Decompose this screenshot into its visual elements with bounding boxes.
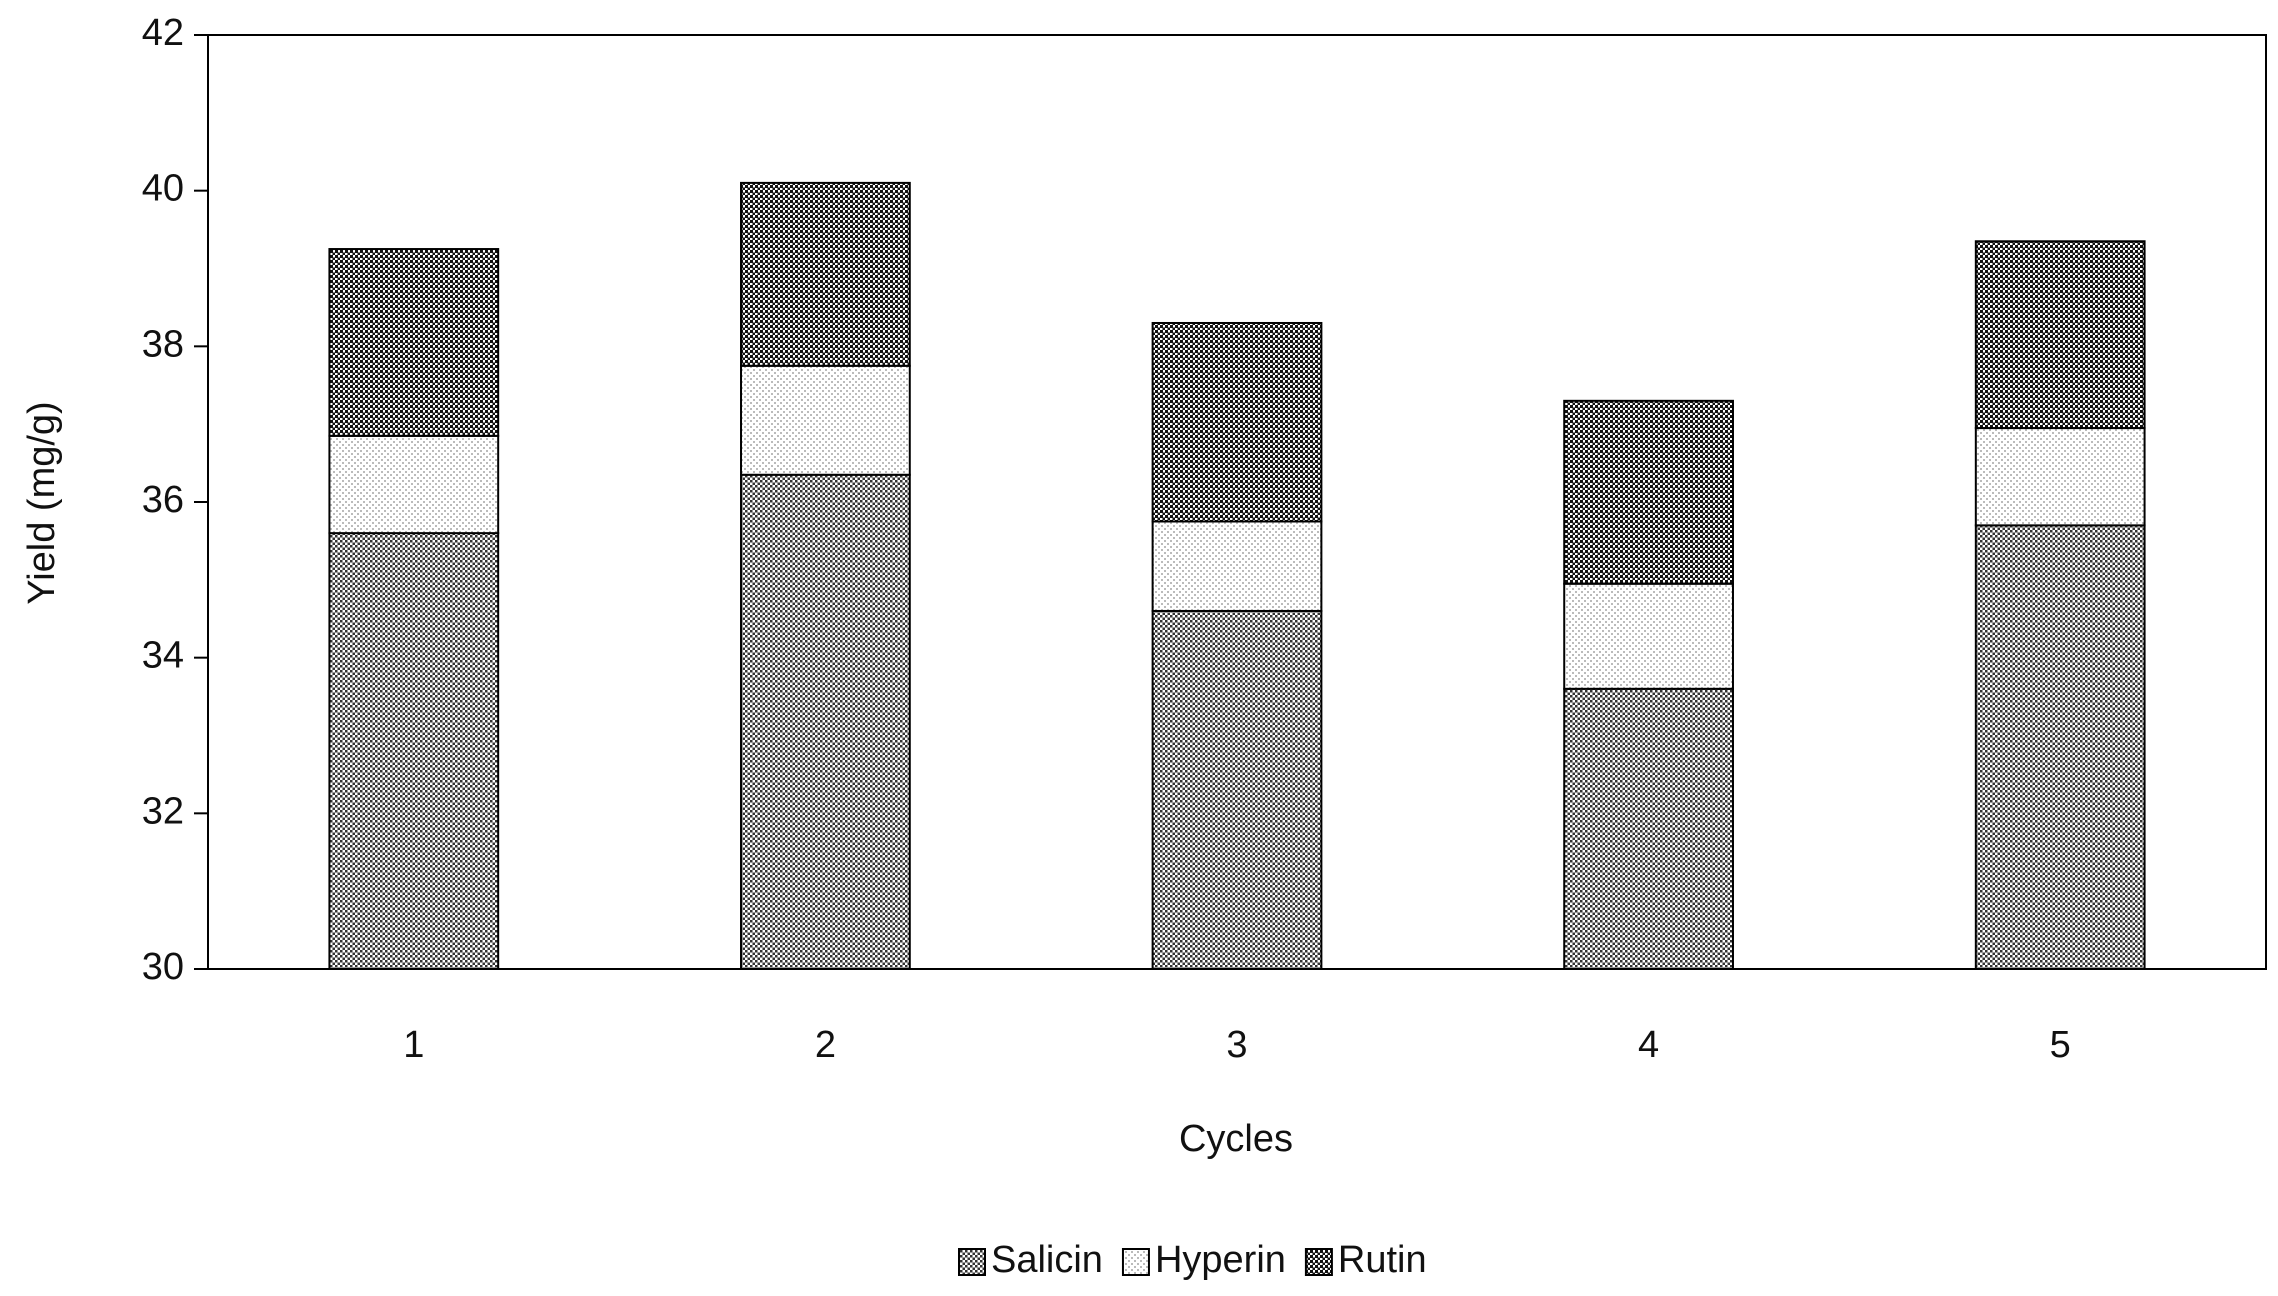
y-tick-label: 34 <box>142 635 184 677</box>
bar-segment <box>740 181 911 367</box>
bar-segment <box>1974 427 2146 527</box>
bar-segment <box>1563 399 1734 585</box>
bar-segment <box>1974 240 2146 430</box>
bar-segment <box>1563 582 1734 690</box>
y-tick-label: 36 <box>142 479 184 521</box>
bar-segment <box>328 532 500 971</box>
bar-segment <box>1151 321 1323 523</box>
y-tick-label: 30 <box>142 946 184 988</box>
legend-label: Rutin <box>1338 1239 1427 1281</box>
legend-swatch <box>1121 1248 1150 1276</box>
bar-segment <box>1151 609 1323 970</box>
x-tick-label: 1 <box>403 1024 424 1066</box>
bar-segment <box>1151 520 1323 612</box>
y-tick-label: 42 <box>142 12 184 54</box>
x-tick-label: 3 <box>1226 1024 1247 1066</box>
y-axis-label: Yield (mg/g) <box>21 401 63 604</box>
legend-swatch <box>1304 1248 1333 1276</box>
legend-label: Hyperin <box>1155 1239 1286 1281</box>
x-tick-label: 5 <box>2050 1024 2071 1066</box>
bar-segment <box>1563 687 1734 970</box>
bar-segment <box>1974 524 2146 970</box>
x-tick-label: 4 <box>1638 1024 1659 1066</box>
bar-segment <box>328 248 500 437</box>
x-tick-label: 2 <box>815 1024 836 1066</box>
legend-label: Salicin <box>991 1239 1103 1281</box>
x-axis-label: Cycles <box>1179 1118 1293 1160</box>
legend-swatch <box>958 1248 986 1276</box>
plot-frame <box>207 34 2267 970</box>
y-tick-label: 38 <box>142 323 184 365</box>
bar-segment <box>740 364 911 476</box>
y-tick-label: 40 <box>142 168 184 210</box>
bar-segment <box>740 473 911 970</box>
bar-segment <box>328 434 500 535</box>
y-tick-label: 32 <box>142 790 184 832</box>
